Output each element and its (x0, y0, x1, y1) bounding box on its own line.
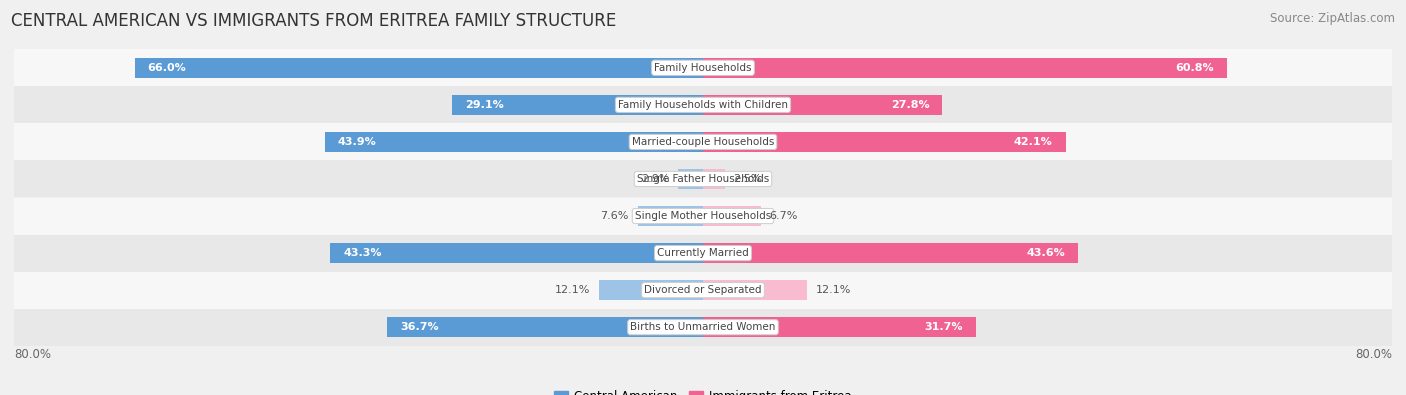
Bar (14, 123, 1392, 160)
Bar (453, 95, 703, 115)
Bar (703, 243, 1078, 263)
Bar (599, 280, 703, 300)
Bar (703, 95, 942, 115)
Text: CENTRAL AMERICAN VS IMMIGRANTS FROM ERITREA FAMILY STRUCTURE: CENTRAL AMERICAN VS IMMIGRANTS FROM ERIT… (11, 12, 616, 30)
Bar (14, 272, 1392, 308)
Text: Births to Unmarried Women: Births to Unmarried Women (630, 322, 776, 332)
Bar (637, 206, 703, 226)
Bar (14, 198, 1392, 235)
Text: 29.1%: 29.1% (465, 100, 505, 110)
Text: Single Mother Households: Single Mother Households (636, 211, 770, 221)
Bar (703, 169, 724, 189)
Bar (135, 58, 703, 78)
Bar (703, 58, 1226, 78)
Text: 80.0%: 80.0% (14, 348, 51, 361)
Text: 31.7%: 31.7% (925, 322, 963, 332)
Text: Source: ZipAtlas.com: Source: ZipAtlas.com (1270, 12, 1395, 25)
Bar (14, 160, 1392, 198)
Bar (330, 243, 703, 263)
Text: 12.1%: 12.1% (815, 285, 851, 295)
Text: 27.8%: 27.8% (891, 100, 929, 110)
Text: 80.0%: 80.0% (1355, 348, 1392, 361)
Text: 43.9%: 43.9% (337, 137, 377, 147)
Text: 43.3%: 43.3% (343, 248, 381, 258)
Bar (14, 235, 1392, 272)
Text: 42.1%: 42.1% (1014, 137, 1053, 147)
Bar (678, 169, 703, 189)
Bar (703, 280, 807, 300)
Text: Family Households: Family Households (654, 63, 752, 73)
Bar (703, 132, 1066, 152)
Text: 2.9%: 2.9% (641, 174, 669, 184)
Text: 12.1%: 12.1% (555, 285, 591, 295)
Text: 36.7%: 36.7% (399, 322, 439, 332)
Text: 2.5%: 2.5% (733, 174, 762, 184)
Bar (387, 317, 703, 337)
Bar (14, 49, 1392, 87)
Bar (325, 132, 703, 152)
Text: Divorced or Separated: Divorced or Separated (644, 285, 762, 295)
Bar (14, 308, 1392, 346)
Bar (703, 206, 761, 226)
Text: 66.0%: 66.0% (148, 63, 186, 73)
Text: Currently Married: Currently Married (657, 248, 749, 258)
Text: 60.8%: 60.8% (1175, 63, 1213, 73)
Text: Family Households with Children: Family Households with Children (619, 100, 787, 110)
Text: Married-couple Households: Married-couple Households (631, 137, 775, 147)
Text: Single Father Households: Single Father Households (637, 174, 769, 184)
Text: 43.6%: 43.6% (1026, 248, 1066, 258)
Legend: Central American, Immigrants from Eritrea: Central American, Immigrants from Eritre… (550, 385, 856, 395)
Text: 6.7%: 6.7% (769, 211, 797, 221)
Bar (703, 317, 976, 337)
Bar (14, 87, 1392, 123)
Text: 7.6%: 7.6% (600, 211, 628, 221)
